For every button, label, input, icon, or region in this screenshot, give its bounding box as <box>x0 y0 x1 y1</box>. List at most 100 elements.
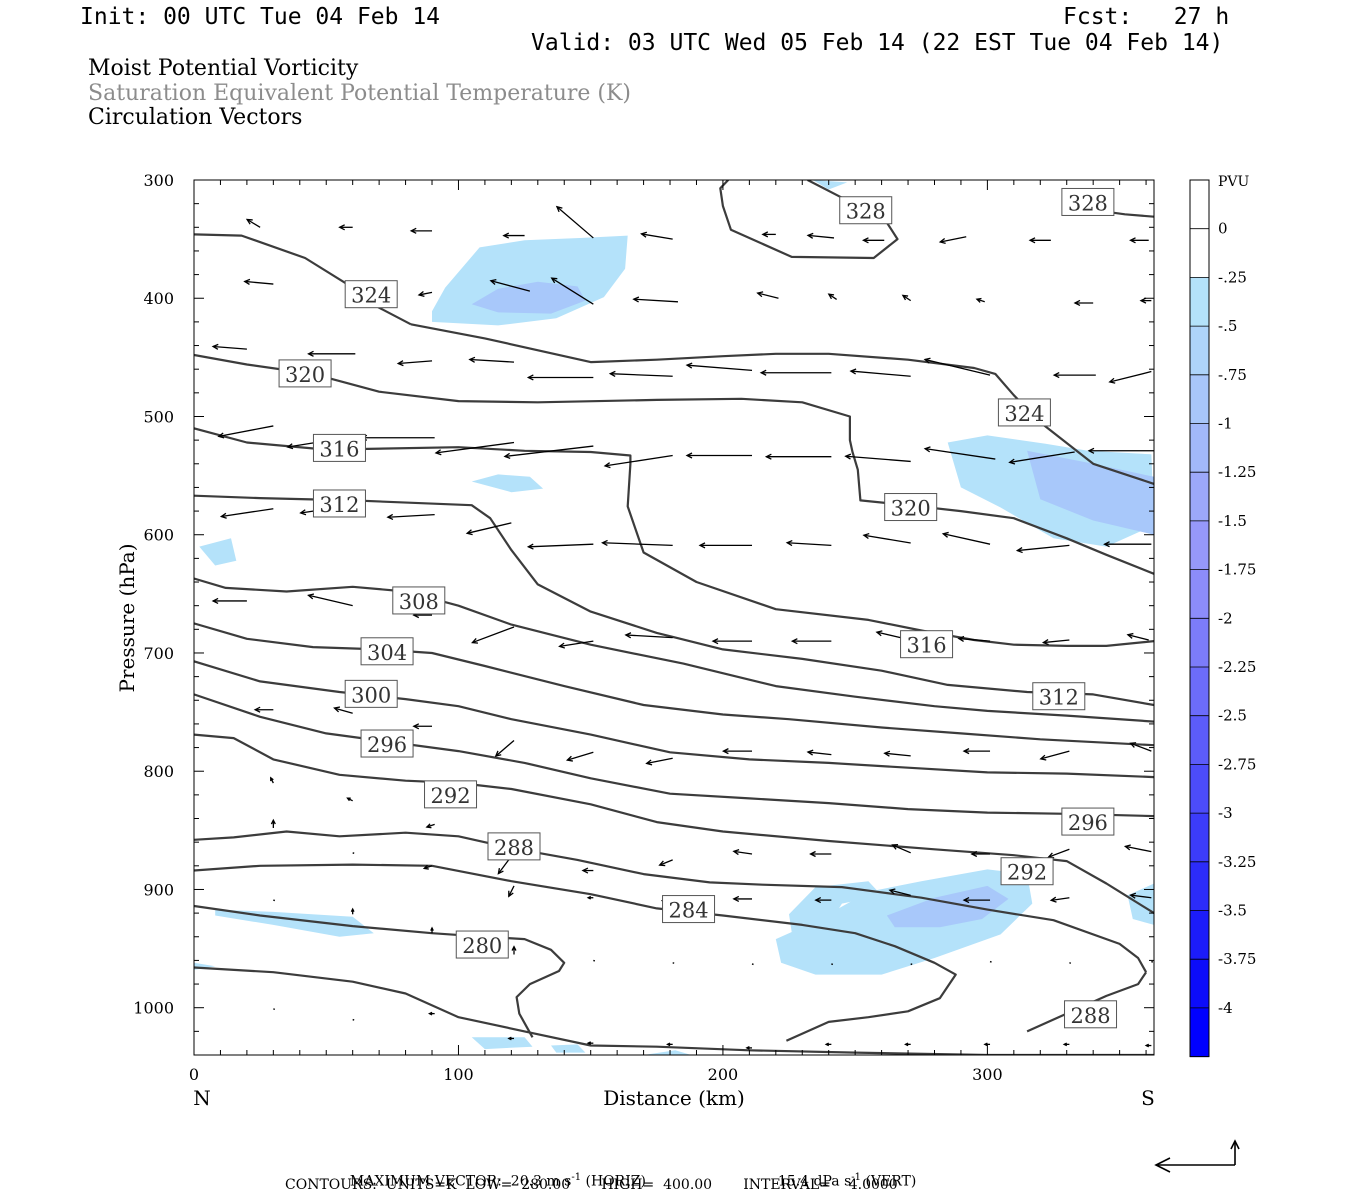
circulation-vector <box>350 907 355 915</box>
vector-head <box>861 237 869 244</box>
circulation-vector <box>1069 962 1072 964</box>
max-vector-text: MAXIMUM VECTOR: 20.3 m s-1 (HORIZ) <box>341 1159 646 1189</box>
circulation-vector <box>502 232 525 239</box>
vector-head <box>558 642 566 649</box>
pv-region <box>789 881 882 932</box>
circulation-vector <box>396 360 433 367</box>
vector-shaft <box>567 751 594 761</box>
vector-shaft <box>213 345 247 350</box>
vector-head <box>508 890 514 898</box>
vector-shaft <box>884 752 911 757</box>
contour-label-text: 328 <box>846 200 886 224</box>
vector-head <box>745 1046 750 1050</box>
theta-contour-308 <box>194 577 1154 723</box>
vector-head <box>307 593 315 600</box>
contour-label: 288 <box>487 832 541 861</box>
contour-label-box <box>1064 1000 1118 1029</box>
pv-region <box>886 885 1009 928</box>
x-tick-label: 300 <box>972 1065 1003 1084</box>
circulation-vector <box>603 454 673 469</box>
vector-head <box>526 543 534 550</box>
vector-head <box>962 748 970 755</box>
vector-shaft <box>504 445 594 458</box>
contour-label: 288 <box>1064 1000 1118 1029</box>
vector-shaft <box>787 542 832 547</box>
circulation-vector <box>507 1036 514 1041</box>
pv-region <box>643 1050 692 1055</box>
circulation-vector <box>558 640 594 649</box>
vector-head <box>711 638 719 645</box>
contour-label: 324 <box>997 398 1051 427</box>
colorbar-label: -3.25 <box>1218 853 1256 871</box>
vector-head <box>1039 754 1047 761</box>
vector-shaft <box>828 293 838 300</box>
vector-shaft <box>733 850 753 855</box>
colorbar-swatch <box>1190 423 1209 473</box>
contour-label-text: 316 <box>319 437 359 461</box>
vector-head <box>428 1011 433 1016</box>
vector-head <box>417 290 425 298</box>
axes: 0 100 200 300 300 400 500 600 700 800 900 1000 <box>133 171 1154 1084</box>
vector-dot <box>352 852 355 854</box>
circulation-vector <box>526 374 594 381</box>
circulation-vector <box>1139 297 1152 304</box>
field-title-thetae: Saturation Equivalent Potential Temperat… <box>88 81 631 106</box>
circulation-vector <box>891 844 911 854</box>
vector-head <box>1129 237 1136 244</box>
colorbar-label: -1.5 <box>1218 512 1247 530</box>
circulation-vector <box>888 888 911 897</box>
vector-head <box>923 357 931 364</box>
vector-head <box>270 818 276 825</box>
vector-head <box>1129 742 1137 748</box>
vector-shaft <box>850 370 911 377</box>
theta-contour-304 <box>194 622 1154 747</box>
circulation-vector <box>1073 299 1094 307</box>
vector-shaft <box>625 634 673 639</box>
vector-shaft <box>686 364 753 372</box>
circulation-vector <box>1049 896 1070 903</box>
vector-shaft <box>221 508 274 518</box>
vector-head <box>1028 237 1036 244</box>
circulation-vector <box>975 297 985 303</box>
circulation-vector <box>219 508 274 519</box>
vector-shaft <box>924 358 991 376</box>
circulation-vector <box>412 723 433 730</box>
vector-shaft <box>641 233 673 240</box>
vector-head <box>685 362 693 369</box>
contour-label-text: 292 <box>430 784 470 808</box>
theta-contour-300 <box>194 660 1154 779</box>
y-axis-label: Pressure (hPa) <box>115 544 139 693</box>
vector-shaft <box>559 640 594 647</box>
contour-label: 316 <box>312 433 366 462</box>
contour-label: 328 <box>1061 187 1115 216</box>
vector-head <box>923 446 931 453</box>
colorbar-label: -1.25 <box>1218 463 1256 481</box>
colorbar-swatch <box>1190 180 1209 230</box>
contour-label-text: 304 <box>367 641 407 665</box>
circulation-vector <box>756 291 779 299</box>
circulation-vector <box>645 757 673 766</box>
contour-label-text: 320 <box>891 497 931 521</box>
pv-region <box>812 180 848 190</box>
colorbar-swatch <box>1190 910 1209 960</box>
theta-contour-316 <box>194 427 1154 648</box>
circulation-vector <box>732 895 753 903</box>
contour-info: CONTOURS: UNITS=K LOW= 280.00 HIGH= 400.… <box>285 1177 898 1193</box>
contour-label: 328 <box>839 196 893 225</box>
contour-label: 284 <box>662 895 716 924</box>
colorbar-swatch <box>1190 618 1209 668</box>
colorbar-label: -2.5 <box>1218 707 1247 725</box>
x-tick-label: 200 <box>708 1065 739 1084</box>
circulation-vector <box>1041 639 1070 646</box>
circulation-vector <box>923 357 991 376</box>
contour-label: 304 <box>360 637 414 666</box>
colorbar-swatch <box>1190 813 1209 863</box>
vector-shaft <box>889 889 911 897</box>
y-tick-label: 900 <box>143 880 174 899</box>
colorbar-swatch <box>1190 277 1209 327</box>
max-vector-vert-tag: (VERT) <box>861 1173 917 1190</box>
vector-shaft <box>943 533 991 545</box>
colorbar-label: -2.25 <box>1218 658 1256 676</box>
y-tick-label: 300 <box>143 171 174 190</box>
circulation-vector <box>711 638 753 645</box>
